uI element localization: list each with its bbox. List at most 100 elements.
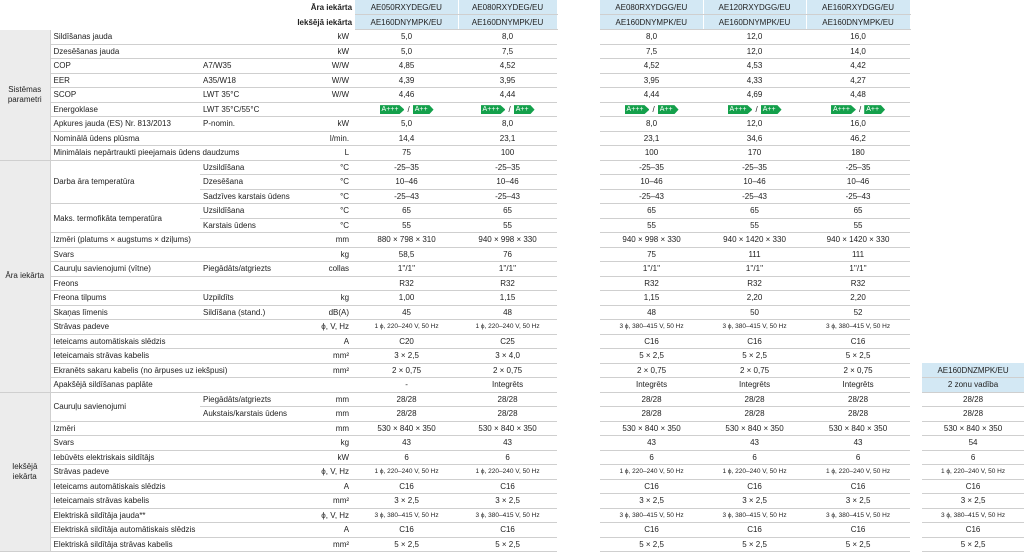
value: 12,0	[703, 44, 807, 59]
empty	[922, 0, 1024, 15]
energy-class: A+++ / A++	[600, 102, 704, 117]
row-label: Ekranēts sakaru kabelis (no ārpuses uz i…	[50, 363, 305, 378]
value: C25	[458, 334, 558, 349]
value: 43	[806, 435, 911, 451]
row-label: Izmēri	[50, 421, 305, 436]
gap	[557, 377, 601, 392]
value: 3 × 2,5	[703, 493, 807, 509]
value: 14,0	[806, 44, 911, 59]
empty	[922, 88, 1024, 103]
unit: °C	[305, 189, 356, 204]
empty	[922, 102, 1024, 117]
value: 75	[355, 145, 459, 161]
value: 3 ϕ, 380–415 V, 50 Hz	[806, 319, 911, 335]
value: 940 × 998 × 330	[600, 232, 704, 248]
value: 1,15	[600, 290, 704, 306]
empty	[922, 334, 1024, 349]
value: 4,69	[703, 87, 807, 103]
empty	[922, 233, 1024, 248]
value: 1 ϕ, 220–240 V, 50 Hz	[355, 464, 459, 480]
value: 1,15	[458, 290, 558, 306]
row-label: Apakšējā sildīšanas paplāte	[50, 377, 305, 393]
model-name: AE160DNYMPK/EU	[703, 14, 807, 30]
spec-row: Dzesēšanas jauda kW 5,0 7,5 7,5 12,0 14,0	[0, 44, 1024, 59]
value: 8,0	[600, 29, 704, 45]
value: 43	[703, 435, 807, 451]
value: 4,42	[806, 58, 911, 74]
row-label: Ieteicamais strāvas kabelis	[50, 493, 305, 509]
unit: kW	[305, 450, 356, 465]
value: 4,52	[458, 58, 558, 74]
spec-row: Ieteicamais strāvas kabelis mm² 3 × 2,5 3 ×…	[0, 348, 1024, 364]
row-sublabel: Piegādāts/atgriezts	[200, 261, 305, 277]
empty	[922, 15, 1024, 30]
unit: kW	[305, 44, 356, 59]
spec-row: Ieteicams automātiskais slēdzis A C20 C25 C1…	[0, 334, 1024, 349]
empty	[922, 291, 1024, 306]
value: -25–43	[600, 189, 704, 204]
value: 1''/1''	[806, 261, 911, 277]
value: 43	[355, 435, 459, 451]
gap	[910, 522, 923, 537]
empty	[922, 59, 1024, 74]
row-label: Freona tilpums	[50, 290, 200, 306]
row-sublabel: Piegādāts/atgriezts	[200, 392, 305, 407]
value: 7,5	[458, 44, 558, 59]
value: 48	[600, 305, 704, 320]
badge: A+++	[727, 105, 753, 115]
spec-row: Elektriskā sildītāja strāvas kabelis mm² 5…	[0, 537, 1024, 552]
header-row: Iekšējā iekārta AE160DNYMPK/EU AE160DNYMPK…	[0, 14, 1024, 30]
row-label: Darba āra temperatūra	[50, 160, 200, 204]
badge: A+++	[480, 105, 506, 115]
value: 76	[458, 247, 558, 262]
value: 530 × 840 × 350	[355, 421, 459, 436]
unit: °C	[305, 174, 356, 190]
unit: kW	[305, 29, 356, 45]
value: 100	[458, 145, 558, 161]
value: 28/28	[355, 392, 459, 407]
value: 46,2	[806, 131, 911, 146]
value: 52	[806, 305, 911, 320]
row-sublabel: Sildīšana (stand.)	[200, 305, 305, 320]
gap	[910, 421, 923, 436]
value: 530 × 840 × 350	[922, 421, 1024, 436]
badge: A+++	[624, 105, 650, 115]
gap	[557, 87, 601, 102]
spec-row: EER A35/W18 W/W 4,39 3,95 3,95 4,33 4,27	[0, 73, 1024, 88]
row-label: Iebūvēts elektriskais sildītājs	[50, 450, 305, 465]
empty	[922, 247, 1024, 262]
value: C16	[458, 522, 558, 538]
value: 10–46	[355, 174, 459, 190]
value: 12,0	[703, 29, 807, 45]
value: 100	[600, 145, 704, 161]
spec-row: Dzesēšana °C 10–46 10–46 10–46 10–46 10–46	[0, 174, 1024, 190]
value: -25–43	[458, 189, 558, 204]
badge: A++	[657, 105, 679, 115]
value: 54	[922, 435, 1024, 451]
value: C16	[600, 479, 704, 494]
value: 4,46	[355, 87, 459, 103]
gap	[910, 261, 923, 276]
value: 1 ϕ, 220–240 V, 50 Hz	[355, 319, 459, 335]
spec-row: Ieteicamais strāvas kabelis mm² 3 × 2,5 3 ×…	[0, 493, 1024, 509]
model-name: AE160DNYMPK/EU	[355, 14, 459, 30]
gap	[910, 247, 923, 262]
unit: L	[305, 145, 356, 161]
value: -25–35	[703, 160, 807, 175]
gap	[557, 116, 601, 131]
value: 2 × 0,75	[355, 363, 459, 378]
value: R32	[458, 276, 558, 291]
row-label: Sildīšanas jauda	[50, 29, 305, 45]
unit	[305, 377, 356, 393]
gap	[910, 87, 923, 102]
empty	[922, 189, 1024, 204]
model-name: AE160DNYMPK/EU	[600, 14, 704, 30]
unit: mm	[305, 406, 356, 422]
section-title: Āra iekārta	[0, 160, 51, 393]
energy-class: A+++ / A++	[703, 102, 807, 117]
value: 48	[458, 305, 558, 320]
spec-row: Ieteicams automātiskais slēdzis A C16 C16 C1…	[0, 479, 1024, 494]
value: 3 ϕ, 380–415 V, 50 Hz	[458, 508, 558, 523]
value: 55	[806, 218, 911, 233]
value: 5,0	[355, 44, 459, 59]
